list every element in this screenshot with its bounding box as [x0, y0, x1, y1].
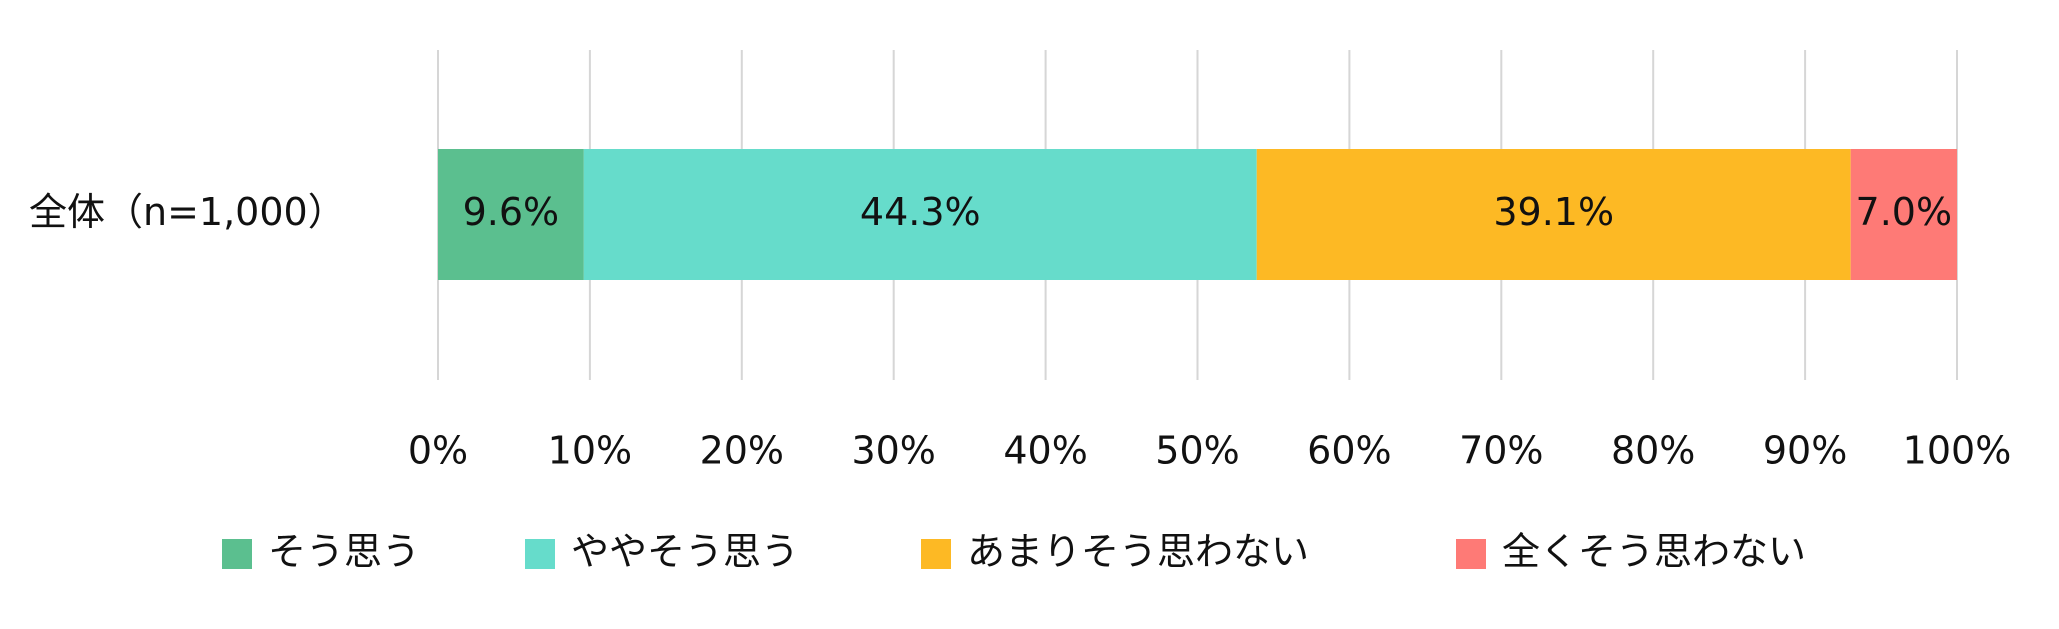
x-tick-label: 10%	[548, 429, 632, 473]
data-label: 9.6%	[463, 190, 560, 234]
data-label: 7.0%	[1856, 190, 1953, 234]
bar-segment	[1256, 149, 1851, 280]
bar-segment	[438, 149, 584, 280]
bar-segment	[583, 149, 1257, 280]
data-label: 39.1%	[1493, 190, 1614, 234]
legend-label: そう思う	[268, 530, 420, 574]
legend-label: あまりそう思わない	[967, 530, 1309, 574]
x-tick-label: 20%	[700, 429, 784, 473]
x-tick-label: 0%	[408, 429, 468, 473]
category-label: 全体（n=1,000）	[29, 190, 346, 234]
x-tick-label: 50%	[1155, 429, 1239, 473]
legend-label: 全くそう思わない	[1502, 530, 1806, 574]
bar-segment	[1850, 149, 1957, 280]
legend-swatch	[921, 539, 951, 569]
data-label: 44.3%	[860, 190, 981, 234]
x-tick-label: 40%	[1003, 429, 1087, 473]
x-tick-label: 30%	[851, 429, 935, 473]
x-tick-label: 80%	[1611, 429, 1695, 473]
x-tick-label: 60%	[1307, 429, 1391, 473]
legend-label: ややそう思う	[571, 530, 799, 574]
x-tick-label: 90%	[1763, 429, 1847, 473]
legend-swatch	[525, 539, 555, 569]
x-tick-label: 70%	[1459, 429, 1543, 473]
legend-swatch	[1456, 539, 1486, 569]
x-tick-label: 100%	[1903, 429, 2012, 473]
legend-swatch	[222, 539, 252, 569]
